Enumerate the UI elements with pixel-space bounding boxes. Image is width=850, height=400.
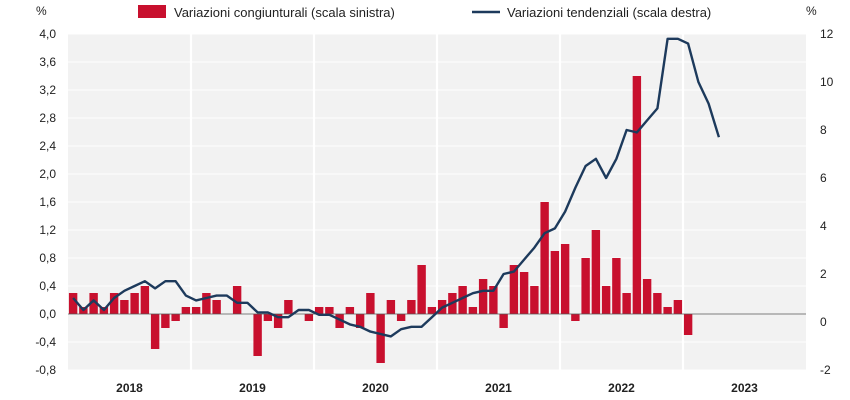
left-axis-ticks: 4,0 3,6 3,2 2,8 2,4 2,0 1,6 1,2 0,8 0,4 0,0 -0,4 -0,… (35, 27, 56, 377)
bar (519, 272, 529, 314)
left-tick-label: 1,2 (39, 223, 56, 237)
bar (284, 300, 293, 314)
bar (130, 293, 139, 314)
bar (509, 265, 519, 314)
year-label: 2018 (116, 381, 143, 395)
left-tick-label: 4,0 (39, 27, 56, 41)
bar (417, 265, 426, 314)
bar (458, 286, 467, 314)
bar (530, 286, 539, 314)
bar (273, 314, 283, 328)
bar (89, 293, 98, 314)
year-label: 2019 (239, 381, 266, 395)
bar (386, 300, 396, 314)
bar (232, 286, 242, 314)
right-tick-label: 6 (820, 171, 827, 185)
left-tick-label: 2,8 (39, 111, 56, 125)
year-label: 2020 (362, 381, 389, 395)
bar (642, 279, 652, 314)
right-tick-label: 12 (820, 27, 834, 41)
bar (376, 314, 385, 363)
bar (335, 314, 344, 328)
x-axis-year-labels: 2018 2019 2020 2021 2022 2023 (116, 381, 758, 395)
bar (396, 314, 406, 321)
left-tick-label: -0,8 (35, 363, 56, 377)
bar (191, 307, 201, 314)
bar (612, 258, 621, 314)
bar (499, 314, 508, 328)
left-tick-label: -0,4 (35, 335, 56, 349)
legend-line-label: Variazioni tendenziali (scala destra) (507, 5, 711, 20)
right-tick-label: -2 (820, 363, 831, 377)
legend-bar-swatch (138, 5, 166, 18)
left-tick-label: 0,8 (39, 251, 56, 265)
bar (181, 307, 191, 314)
bar (263, 314, 273, 321)
bar-series (68, 76, 693, 363)
bar (355, 314, 365, 328)
left-tick-label: 3,6 (39, 55, 56, 69)
bar (653, 293, 662, 314)
bar (601, 286, 611, 314)
bar (345, 307, 355, 314)
left-tick-label: 3,2 (39, 83, 56, 97)
bar (325, 307, 334, 314)
legend: Variazioni congiunturali (scala sinistra… (138, 5, 711, 20)
left-tick-label: 1,6 (39, 195, 56, 209)
bar (212, 300, 221, 314)
bar (581, 258, 590, 314)
year-label: 2023 (731, 381, 758, 395)
bar (489, 286, 498, 314)
year-label: 2022 (608, 381, 635, 395)
year-label: 2021 (485, 381, 512, 395)
left-tick-label: 2,0 (39, 167, 56, 181)
bar (366, 293, 375, 314)
trend-line-series (72, 37, 721, 338)
right-tick-label: 4 (820, 219, 827, 233)
right-tick-label: 2 (820, 267, 827, 281)
right-tick-label: 0 (820, 315, 827, 329)
left-tick-label: 0,4 (39, 279, 56, 293)
bar (673, 300, 683, 314)
bar (202, 293, 211, 314)
bar (478, 279, 488, 314)
bar (468, 307, 478, 314)
bar (171, 314, 180, 321)
bar (663, 307, 672, 314)
left-tick-label: 0,0 (39, 307, 56, 321)
right-tick-label: 8 (820, 123, 827, 137)
right-tick-label: 10 (820, 75, 834, 89)
bar (253, 314, 262, 356)
bar (683, 314, 693, 335)
bar (304, 314, 314, 321)
bar (150, 314, 160, 349)
bar (540, 202, 549, 314)
bar (109, 293, 119, 314)
bar (622, 293, 631, 314)
bar (632, 76, 642, 314)
legend-bar-label: Variazioni congiunturali (scala sinistra… (174, 5, 395, 20)
bar (591, 230, 601, 314)
bar (314, 307, 324, 314)
bar (120, 300, 129, 314)
bar (560, 244, 570, 314)
bar (427, 307, 437, 314)
bar (140, 286, 150, 314)
right-axis-unit: % (806, 4, 817, 18)
bar (161, 314, 170, 328)
bar (550, 251, 560, 314)
left-tick-label: 2,4 (39, 139, 56, 153)
bar (571, 314, 580, 321)
bar (68, 293, 78, 314)
right-axis-ticks: 12 10 8 6 4 2 0 -2 (820, 27, 834, 377)
bar (407, 300, 416, 314)
left-axis-unit: % (36, 4, 47, 18)
